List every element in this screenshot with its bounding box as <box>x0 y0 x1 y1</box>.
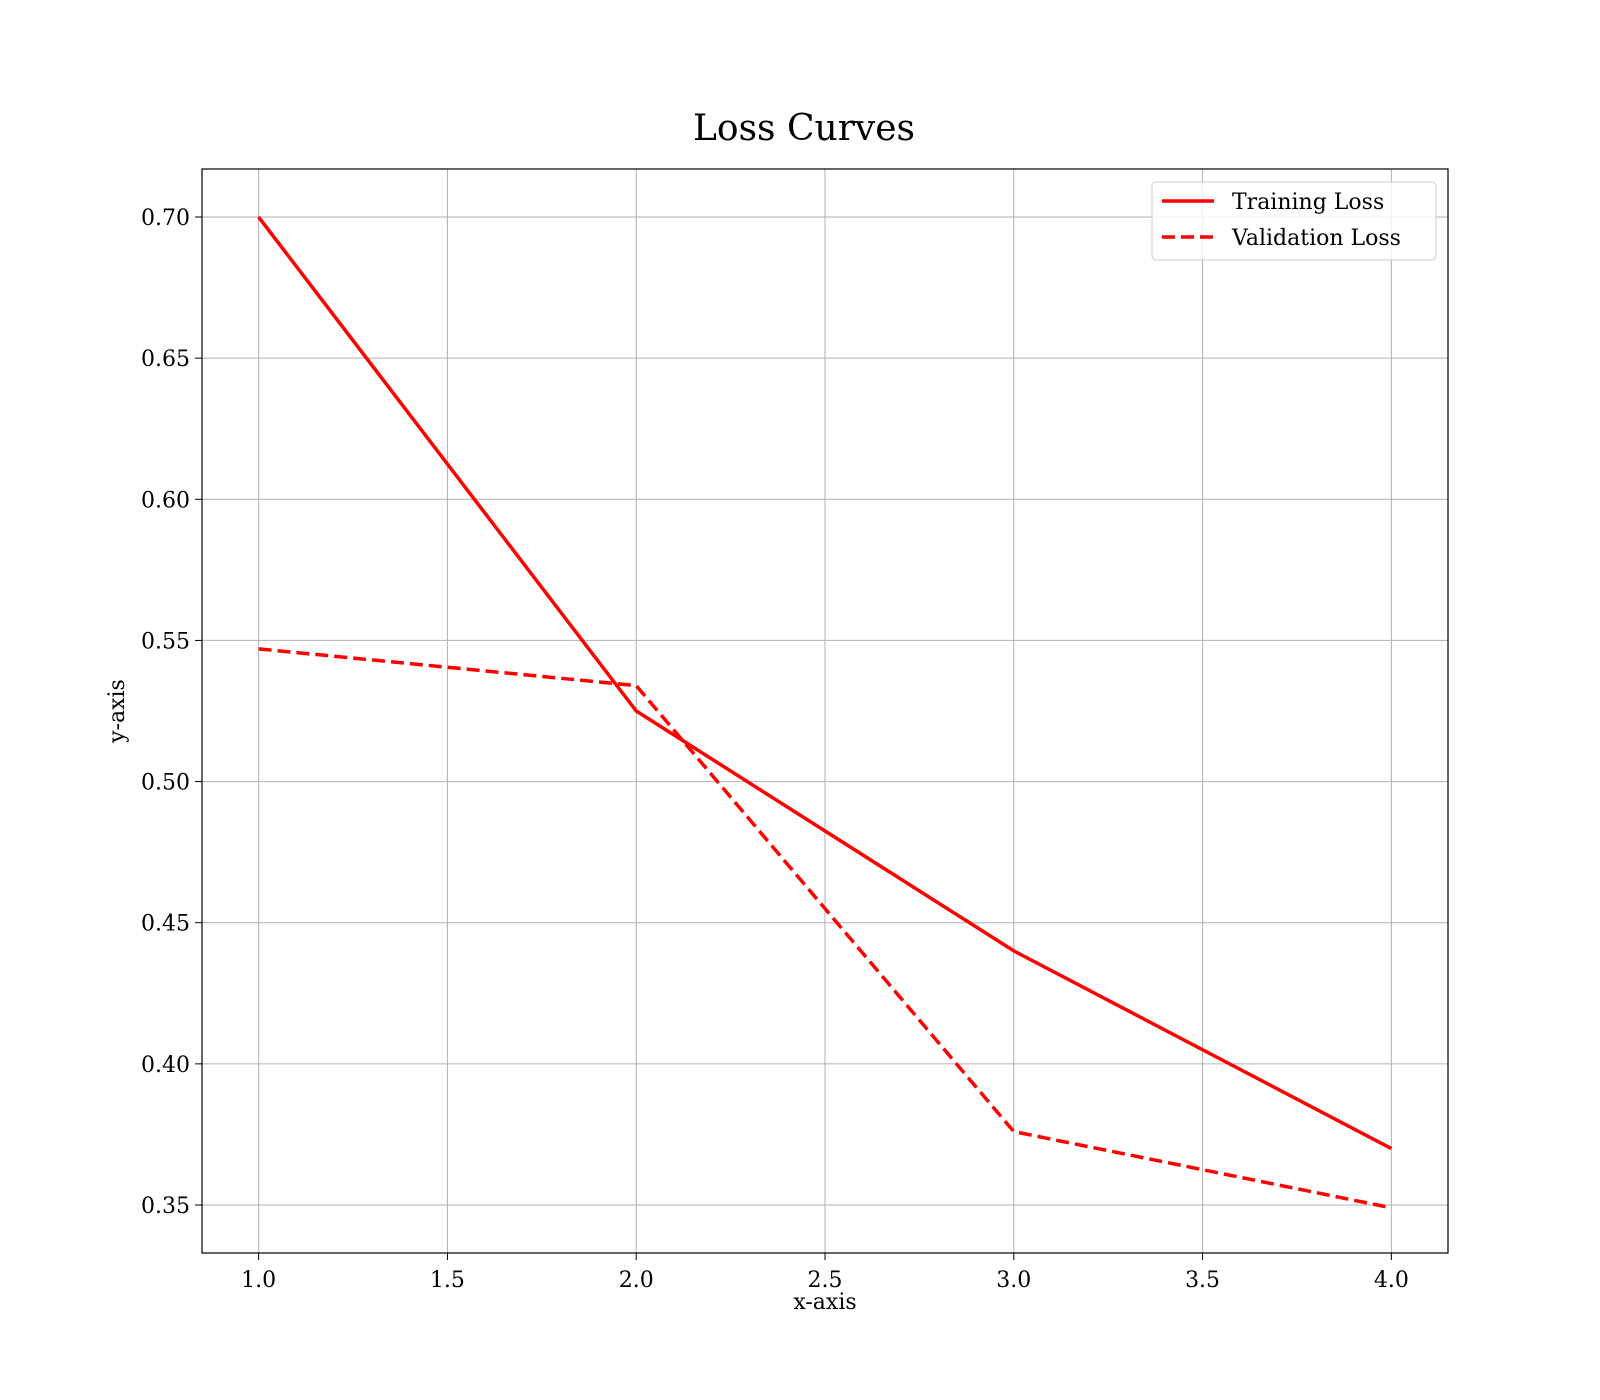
x-tick-label: 1.0 <box>241 1268 276 1293</box>
x-tick-label: 4.0 <box>1374 1268 1409 1293</box>
legend-label-validation-loss: Validation Loss <box>1231 226 1401 251</box>
series-line-validation-loss <box>258 647 1392 1210</box>
x-tick-label: 1.5 <box>430 1268 465 1293</box>
y-tick-label: 0.50 <box>141 771 190 796</box>
axis-ticks: 1.0 1.5 2.0 2.5 3.0 3.5 4.0 0.35 0.40 0.45 0.50 0.5… <box>141 206 1409 1293</box>
y-axis-label: y-axis <box>105 679 130 744</box>
y-tick-label: 0.55 <box>141 629 190 654</box>
y-tick-label: 0.70 <box>141 206 190 231</box>
x-axis-label: x-axis <box>793 1290 856 1315</box>
y-tick-label: 0.35 <box>141 1194 190 1219</box>
chart-title: Loss Curves <box>693 108 915 149</box>
y-tick-label: 0.45 <box>141 912 190 937</box>
x-tick-label: 2.5 <box>808 1268 843 1293</box>
series-lines <box>257 215 1393 1210</box>
x-tick-label: 3.0 <box>996 1268 1031 1293</box>
x-tick-label: 2.0 <box>619 1268 654 1293</box>
y-tick-label: 0.40 <box>141 1053 190 1078</box>
series-line-training-loss <box>257 215 1393 1151</box>
y-tick-label: 0.60 <box>141 488 190 513</box>
y-tick-label: 0.65 <box>141 347 190 372</box>
legend: Training Loss Validation Loss <box>1151 181 1437 261</box>
legend-label-training-loss: Training Loss <box>1232 190 1384 215</box>
grid-lines <box>202 169 1448 1253</box>
legend-box <box>1151 181 1437 261</box>
x-tick-label: 3.5 <box>1185 1268 1220 1293</box>
